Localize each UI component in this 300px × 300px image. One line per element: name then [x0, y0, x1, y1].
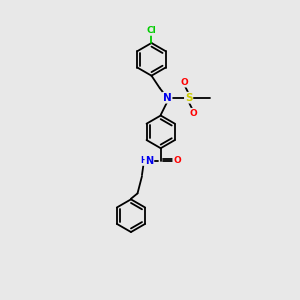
Text: O: O — [180, 78, 188, 87]
Text: N: N — [163, 93, 172, 103]
Text: H: H — [140, 156, 147, 165]
Text: O: O — [173, 156, 181, 165]
Text: N: N — [145, 156, 154, 166]
Text: O: O — [189, 109, 197, 118]
Text: Cl: Cl — [147, 26, 156, 35]
Text: S: S — [185, 93, 192, 103]
